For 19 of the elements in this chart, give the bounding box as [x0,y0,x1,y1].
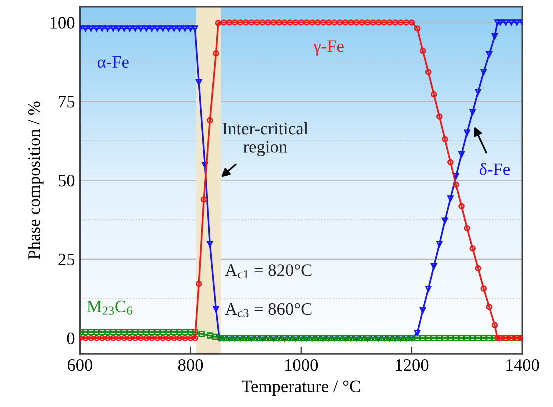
x-tick-label: 1400 [506,359,540,372]
y-tick-label: 75 [59,96,75,108]
annotation: δ-Fe [480,163,510,176]
y-axis-title: Phase composition / % [28,102,44,260]
y-tick-label: 25 [58,254,75,266]
series-label: α-Fe [98,56,129,68]
x-tick-label: 800 [178,359,204,372]
annotation: A$_{c3}$ = 860°C [225,303,312,318]
x-tick-label: 1200 [396,359,429,372]
x-axis-title: Temperature / °C [242,380,360,396]
y-tick-label: 100 [50,17,75,29]
series-label: γ-Fe [314,40,344,56]
x-tick-label: 1000 [286,359,318,372]
y-tick-label: 0 [67,332,75,345]
annotation: A$_{c1}$ = 820°C [225,264,312,279]
x-tick-label: 600 [68,359,93,372]
y-tick-label: 50 [58,174,75,187]
annotation: Inter-critical region [222,122,308,156]
series-label: M$_{23}$C$_{6}$ [87,300,132,315]
